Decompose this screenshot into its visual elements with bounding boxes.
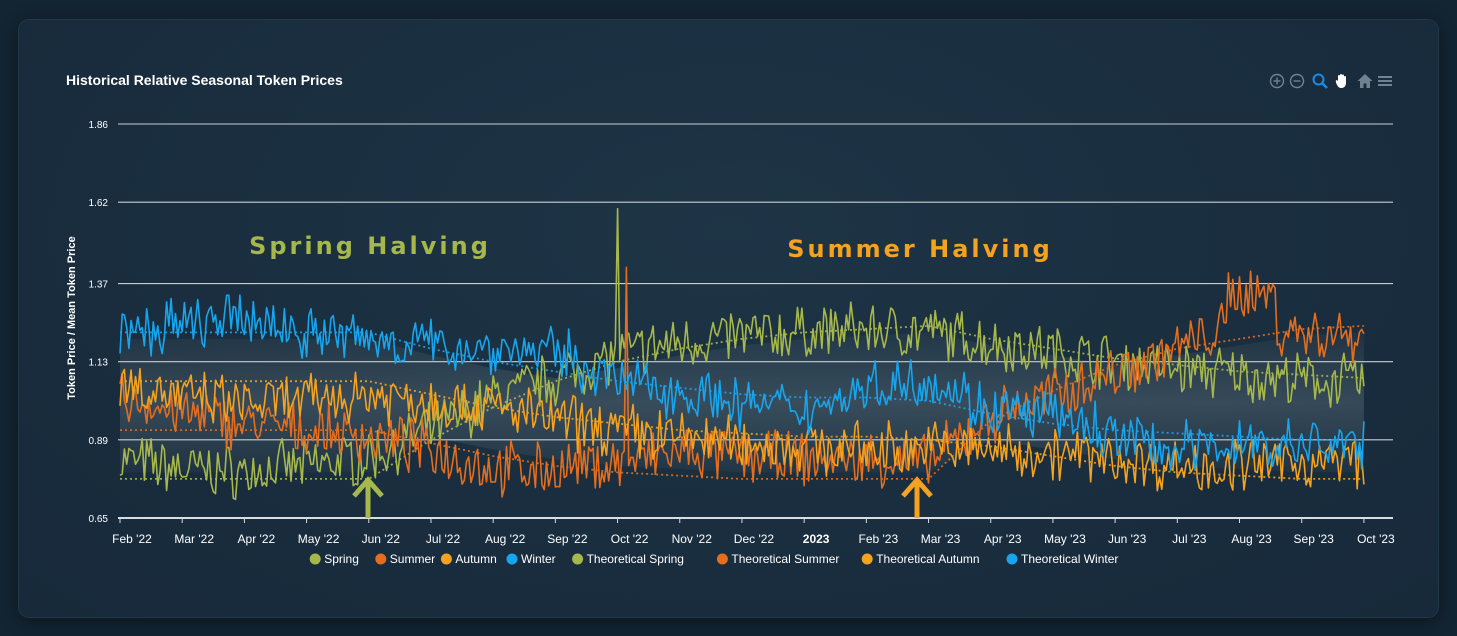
legend-marker — [716, 553, 728, 565]
x-tick-label: Apr '22 — [238, 532, 276, 546]
series-line — [120, 380, 1364, 480]
spring-halving-arrow-icon — [352, 476, 384, 518]
annotation-spring-halving: Spring Halving — [249, 232, 491, 260]
legend-item[interactable]: Theoretical Summer — [716, 552, 840, 566]
x-tick-label: Sep '23 — [1294, 532, 1335, 546]
x-tick-label: Jul '23 — [1172, 532, 1207, 546]
legend-item[interactable]: Theoretical Winter — [1006, 552, 1119, 566]
x-tick-label: Feb '23 — [859, 532, 899, 546]
y-tick-label: 1.62 — [89, 198, 109, 209]
menu-icon[interactable] — [1376, 72, 1394, 90]
legend-label: Theoretical Winter — [1021, 552, 1118, 566]
legend-marker — [572, 553, 584, 565]
x-tick-label: Oct '23 — [1357, 532, 1395, 546]
summer-halving-arrow-icon — [901, 476, 933, 518]
y-tick-label: 1.37 — [89, 280, 109, 291]
x-tick-label: May '22 — [298, 532, 340, 546]
series-line — [119, 207, 1365, 501]
legend-item[interactable]: Spring — [309, 552, 359, 566]
x-tick-label: Oct '22 — [611, 532, 649, 546]
x-tick-label: Jun '22 — [362, 532, 401, 546]
legend-item[interactable]: Summer — [375, 552, 435, 566]
x-tick-label: Dec '22 — [734, 532, 775, 546]
hand-icon[interactable] — [1333, 72, 1351, 90]
legend-label: Autumn — [455, 552, 496, 566]
home-icon[interactable] — [1356, 72, 1374, 90]
legend-label: Spring — [324, 552, 359, 566]
x-tick-label: Aug '22 — [485, 532, 526, 546]
series-line — [119, 266, 1365, 498]
series-line — [120, 325, 1364, 480]
legend-label: Winter — [521, 552, 556, 566]
magnifier-icon[interactable] — [1311, 72, 1329, 90]
x-tick-label: Mar '23 — [921, 532, 961, 546]
legend-item[interactable]: Autumn — [440, 552, 497, 566]
legend-label: Theoretical Spring — [587, 552, 684, 566]
y-tick-label: 0.89 — [89, 436, 109, 447]
legend-item[interactable]: Theoretical Autumn — [861, 552, 980, 566]
x-tick-label: 2023 — [803, 532, 830, 546]
chart-toolbar — [1268, 72, 1398, 92]
y-tick-label: 1.86 — [89, 120, 109, 131]
legend-label: Theoretical Summer — [731, 552, 839, 566]
legend-marker — [1006, 553, 1018, 565]
legend-label: Theoretical Autumn — [876, 552, 979, 566]
legend-marker — [375, 553, 387, 565]
legend-marker — [440, 553, 452, 565]
legend-label: Summer — [390, 552, 435, 566]
legend-marker — [506, 553, 518, 565]
y-tick-label: 0.65 — [89, 514, 109, 525]
legend-marker — [309, 553, 321, 565]
y-tick-label: 1.13 — [89, 358, 109, 369]
zoom-out-icon[interactable] — [1288, 72, 1306, 90]
series-line — [119, 367, 1365, 492]
x-tick-label: Sep '22 — [547, 532, 588, 546]
y-axis-title: Token Price / Mean Token Price — [66, 236, 78, 399]
x-tick-label: Feb '22 — [112, 532, 152, 546]
chart-title: Historical Relative Seasonal Token Price… — [66, 72, 343, 88]
x-tick-label: Apr '23 — [984, 532, 1022, 546]
series-line — [119, 294, 1365, 472]
legend-marker — [861, 553, 873, 565]
x-tick-label: Mar '22 — [174, 532, 214, 546]
theoretical-band — [120, 332, 1364, 473]
x-tick-label: Aug '23 — [1231, 532, 1272, 546]
series-line — [120, 324, 1364, 480]
x-tick-label: Nov '22 — [672, 532, 713, 546]
zoom-in-icon[interactable] — [1268, 72, 1286, 90]
x-tick-label: Jun '23 — [1108, 532, 1147, 546]
legend-item[interactable]: Winter — [506, 552, 556, 566]
x-tick-label: May '23 — [1044, 532, 1086, 546]
x-tick-label: Jul '22 — [426, 532, 461, 546]
legend-item[interactable]: Theoretical Spring — [572, 552, 684, 566]
annotation-summer-halving: Summer Halving — [787, 235, 1053, 263]
